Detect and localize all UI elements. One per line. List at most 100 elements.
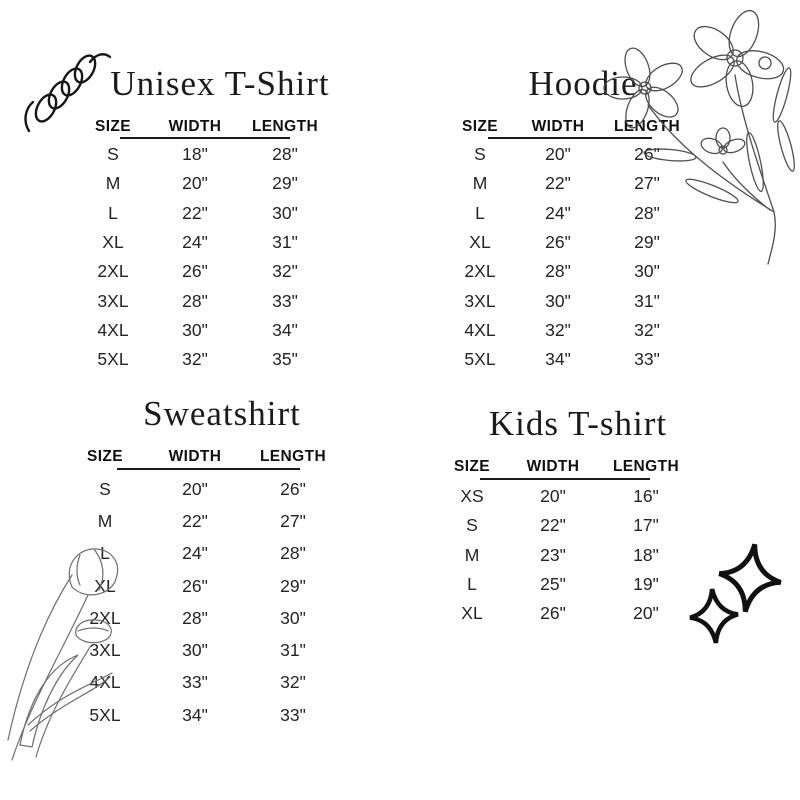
column-header-size: SIZE — [461, 118, 499, 135]
table-row: XS 20" 16" — [430, 482, 700, 511]
table-title-sweatshirt: Sweatshirt — [143, 394, 301, 433]
column-header-size: SIZE — [453, 458, 491, 475]
table-row: 3XL 30" 31" — [430, 286, 708, 315]
size-cell: 32" — [280, 672, 306, 693]
size-cell: XL — [461, 603, 483, 624]
size-cell: 20" — [633, 603, 659, 624]
size-cell: 24" — [182, 232, 208, 253]
table-row: 5XL 34" 33" — [60, 699, 346, 731]
size-cell: 4XL — [89, 672, 121, 693]
table-row: M 22" 27" — [430, 169, 708, 198]
size-cell: 16" — [633, 486, 659, 507]
table-row: 5XL 32" 35" — [63, 345, 343, 374]
table-title-kids: Kids T-shirt — [488, 404, 668, 443]
size-cell: M — [464, 544, 480, 565]
size-cell: 24" — [182, 543, 208, 564]
size-cell: M — [472, 173, 488, 194]
size-cell: 17" — [633, 515, 659, 536]
size-cell: L — [467, 574, 477, 595]
table-row: S 22" 17" — [430, 511, 700, 540]
sparkle-stars-icon — [689, 543, 782, 644]
size-cell: 19" — [633, 574, 659, 595]
size-cell: 26" — [540, 603, 566, 624]
size-cell: 31" — [272, 232, 298, 253]
size-cell: XL — [469, 232, 491, 253]
table-row: L 24" 28" — [430, 199, 708, 228]
size-cell: 5XL — [464, 349, 496, 370]
table-body: S 20" 26" M 22" 27" L 24" 28" XL 26" 29" 2XL 28" 30" 3X… — [430, 140, 708, 374]
size-cell: 31" — [280, 640, 306, 661]
table-row: L 25" 19" — [430, 570, 700, 599]
size-cell: 29" — [272, 173, 298, 194]
size-cell: 26" — [634, 144, 660, 165]
size-cell: 28" — [545, 261, 571, 282]
size-cell: 18" — [633, 544, 659, 565]
table-row: XL 26" 20" — [430, 599, 700, 628]
size-cell: 20" — [182, 173, 208, 194]
size-cell: 32" — [182, 349, 208, 370]
size-cell: XL — [94, 575, 116, 596]
size-cell: 30" — [182, 319, 208, 340]
size-cell: 23" — [540, 544, 566, 565]
size-cell: 26" — [545, 232, 571, 253]
size-cell: 30" — [182, 640, 208, 661]
size-cell: 3XL — [464, 290, 496, 311]
size-cell: L — [108, 202, 118, 223]
size-chart-unisex: SIZE WIDTH LENGTH S 18" 28" M 20" 29" L 22" 30" X… — [63, 118, 343, 374]
table-row: L 24" 28" — [60, 538, 346, 570]
size-cell: L — [100, 543, 110, 564]
table-row: S 18" 28" — [63, 140, 343, 169]
size-cell: 28" — [182, 290, 208, 311]
size-cell: M — [97, 510, 113, 531]
column-header-size: SIZE — [94, 118, 132, 135]
table-row: S 20" 26" — [60, 473, 346, 505]
size-cell: 3XL — [89, 640, 121, 661]
table-row: M 22" 27" — [60, 505, 346, 537]
table-body: S 20" 26" M 22" 27" L 24" 28" XL 26" 29" 2XL 28" 30" 3X… — [60, 473, 346, 731]
size-cell: 33" — [280, 704, 306, 725]
table-row: L 22" 30" — [63, 199, 343, 228]
table-row: 2XL 28" 30" — [60, 602, 346, 634]
size-cell: 18" — [182, 144, 208, 165]
size-cell: 20" — [182, 478, 208, 499]
column-header-length: LENGTH — [613, 118, 681, 135]
size-cell: 26" — [182, 261, 208, 282]
column-header-size: SIZE — [86, 448, 124, 465]
size-cell: S — [99, 478, 111, 499]
size-cell: L — [475, 202, 485, 223]
table-row: S 20" 26" — [430, 140, 708, 169]
size-cell: 28" — [182, 607, 208, 628]
size-cell: M — [105, 173, 121, 194]
size-cell: 29" — [634, 232, 660, 253]
size-cell: 20" — [540, 486, 566, 507]
size-cell: 33" — [182, 672, 208, 693]
table-row: 2XL 26" 32" — [63, 257, 343, 286]
size-cell: 2XL — [97, 261, 129, 282]
header-underline — [117, 468, 300, 470]
header-underline — [120, 137, 290, 139]
table-header: SIZE WIDTH LENGTH — [430, 458, 700, 476]
size-cell: XS — [460, 486, 484, 507]
table-row: 4XL 30" 34" — [63, 316, 343, 345]
size-cell: 33" — [272, 290, 298, 311]
column-header-width: WIDTH — [168, 118, 222, 135]
size-cell: 34" — [545, 349, 571, 370]
size-cell: 29" — [280, 575, 306, 596]
size-cell: 30" — [634, 261, 660, 282]
table-body: XS 20" 16" S 22" 17" M 23" 18" L 25" 19" XL 26" 20" — [430, 482, 700, 628]
column-header-width: WIDTH — [526, 458, 580, 475]
table-row: 3XL 28" 33" — [63, 286, 343, 315]
size-cell: 5XL — [89, 704, 121, 725]
size-cell: 27" — [280, 510, 306, 531]
size-cell: 30" — [545, 290, 571, 311]
column-header-width: WIDTH — [531, 118, 585, 135]
size-cell: 2XL — [89, 607, 121, 628]
table-row: 3XL 30" 31" — [60, 634, 346, 666]
size-cell: S — [466, 515, 478, 536]
size-cell: S — [107, 144, 119, 165]
table-title-hoodie: Hoodie — [528, 64, 638, 103]
size-cell: 27" — [634, 173, 660, 194]
column-header-length: LENGTH — [612, 458, 680, 475]
table-title-unisex: Unisex T-Shirt — [110, 64, 330, 103]
size-cell: 32" — [634, 319, 660, 340]
